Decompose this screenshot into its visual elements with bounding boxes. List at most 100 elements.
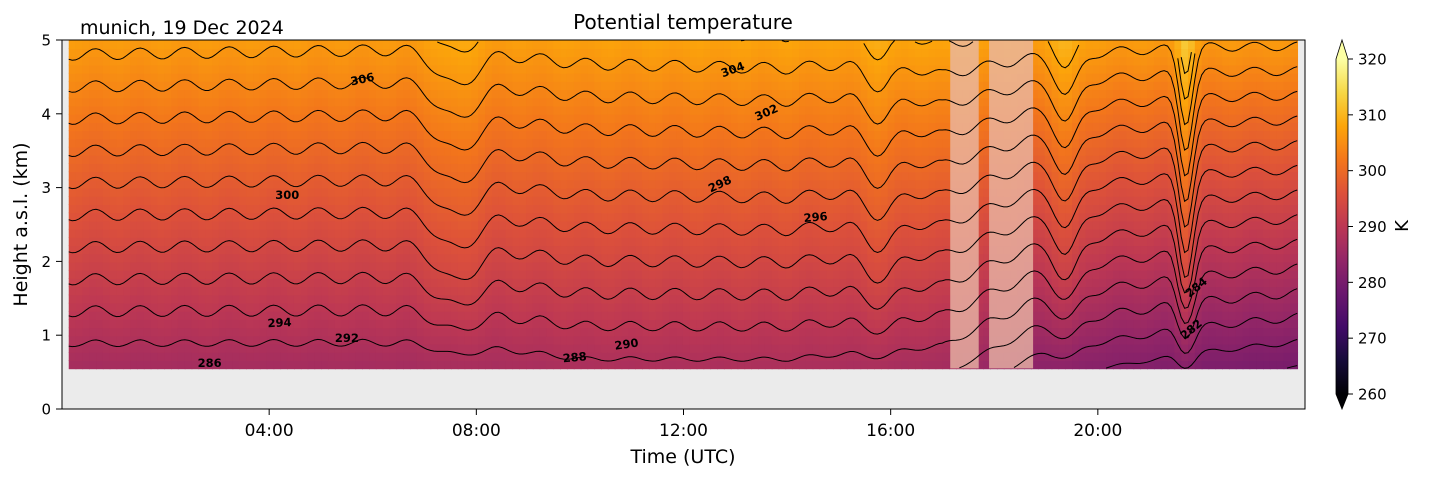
field-cell bbox=[682, 97, 691, 107]
field-cell bbox=[130, 237, 138, 247]
field-cell bbox=[136, 97, 145, 107]
field-cell bbox=[546, 204, 555, 214]
field-cell bbox=[409, 302, 418, 312]
field-cell bbox=[355, 245, 363, 255]
field-cell bbox=[205, 294, 213, 304]
field-cell bbox=[478, 146, 486, 156]
field-cell bbox=[839, 113, 848, 123]
field-cell bbox=[826, 89, 834, 99]
field-cell bbox=[382, 113, 391, 123]
field-cell bbox=[532, 146, 541, 156]
field-cell bbox=[601, 335, 609, 345]
field-cell bbox=[143, 212, 152, 222]
field-cell bbox=[614, 40, 623, 50]
field-cell bbox=[464, 343, 473, 353]
field-cell bbox=[723, 130, 732, 140]
field-cell bbox=[566, 319, 575, 329]
field-cell bbox=[116, 113, 125, 123]
field-cell bbox=[771, 310, 780, 320]
field-cell bbox=[409, 269, 418, 279]
field-cell bbox=[839, 245, 848, 255]
field-cell bbox=[485, 319, 493, 329]
field-cell bbox=[198, 351, 207, 361]
field-cell bbox=[703, 40, 712, 50]
field-cell bbox=[423, 286, 432, 296]
field-cell bbox=[505, 245, 514, 255]
field-cell bbox=[314, 228, 323, 238]
field-cell bbox=[293, 261, 302, 271]
field-cell bbox=[573, 146, 582, 156]
field-cell bbox=[915, 138, 923, 148]
field-cell bbox=[287, 64, 295, 74]
field-cell bbox=[689, 179, 698, 189]
field-cell bbox=[846, 163, 855, 173]
field-cell bbox=[409, 64, 418, 74]
field-cell bbox=[136, 64, 145, 74]
field-cell bbox=[191, 302, 200, 312]
field-cell bbox=[109, 171, 118, 181]
field-cell bbox=[491, 310, 500, 320]
field-cell bbox=[662, 122, 671, 132]
field-cell bbox=[669, 195, 677, 205]
field-cell bbox=[423, 113, 432, 123]
field-cell bbox=[232, 105, 241, 115]
field-cell bbox=[341, 319, 350, 329]
field-cell bbox=[355, 89, 363, 99]
field-cell bbox=[874, 286, 882, 296]
field-cell bbox=[819, 48, 828, 58]
field-cell bbox=[826, 327, 834, 337]
field-cell bbox=[532, 138, 541, 148]
field-cell bbox=[594, 269, 602, 279]
field-cell bbox=[710, 327, 718, 337]
field-cell bbox=[218, 72, 227, 82]
field-cell bbox=[457, 212, 466, 222]
field-cell bbox=[314, 343, 323, 353]
field-cell bbox=[566, 171, 575, 181]
field-cell bbox=[375, 163, 384, 173]
field-cell bbox=[89, 163, 97, 173]
field-cell bbox=[655, 286, 664, 296]
field-cell bbox=[744, 81, 753, 91]
field-cell bbox=[143, 310, 152, 320]
field-cell bbox=[136, 294, 145, 304]
field-cell bbox=[287, 351, 295, 361]
field-cell bbox=[778, 286, 787, 296]
field-cell bbox=[478, 360, 486, 370]
field-cell bbox=[437, 195, 445, 205]
field-cell bbox=[580, 138, 589, 148]
field-cell bbox=[423, 89, 432, 99]
field-cell bbox=[191, 113, 200, 123]
field-cell bbox=[198, 204, 207, 214]
field-cell bbox=[566, 310, 575, 320]
field-cell bbox=[382, 204, 391, 214]
field-cell bbox=[205, 237, 213, 247]
field-cell bbox=[143, 138, 152, 148]
field-cell bbox=[75, 269, 84, 279]
field-cell bbox=[191, 81, 200, 91]
field-cell bbox=[184, 81, 193, 91]
field-cell bbox=[792, 130, 800, 140]
field-cell bbox=[123, 310, 131, 320]
field-cell bbox=[375, 81, 384, 91]
field-cell bbox=[635, 105, 643, 115]
field-cell bbox=[307, 171, 316, 181]
field-cell bbox=[218, 105, 227, 115]
field-cell bbox=[464, 220, 473, 230]
field-cell bbox=[655, 253, 664, 263]
field-cell bbox=[266, 327, 275, 337]
field-cell bbox=[532, 245, 541, 255]
field-cell bbox=[109, 343, 118, 353]
field-cell bbox=[491, 286, 500, 296]
field-cell bbox=[635, 343, 643, 353]
field-cell bbox=[628, 269, 636, 279]
field-cell bbox=[457, 195, 466, 205]
field-cell bbox=[293, 113, 302, 123]
field-cell bbox=[648, 237, 657, 247]
field-cell bbox=[648, 261, 657, 271]
field-cell bbox=[205, 245, 213, 255]
field-cell bbox=[676, 319, 684, 329]
field-cell bbox=[894, 220, 903, 230]
field-cell bbox=[143, 335, 152, 345]
field-cell bbox=[478, 335, 486, 345]
field-cell bbox=[498, 97, 507, 107]
